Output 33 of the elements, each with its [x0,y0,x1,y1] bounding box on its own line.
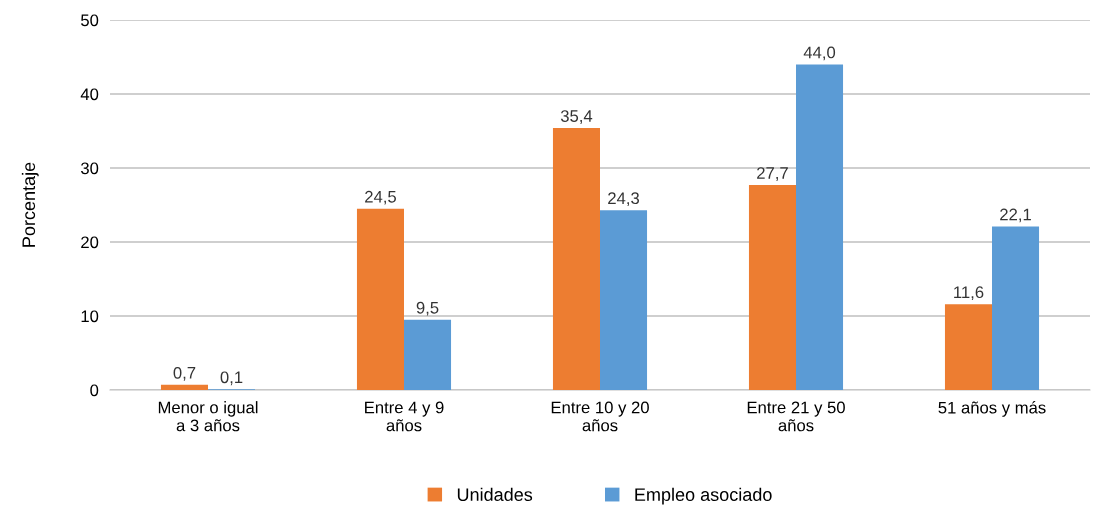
bar [160,384,208,390]
y-tick-label: 50 [81,14,99,27]
y-axis-title: Porcentaje [21,162,39,247]
legend-label: Empleo asociado [635,487,772,505]
bar [552,128,600,390]
x-tick-label: Menor o igual a 3 años [158,401,258,432]
legend-label: Unidades [457,487,533,502]
x-tick-label: Entre 4 y 9 años [365,401,444,432]
y-tick-label: 0 [90,384,99,397]
data-label: 0,1 [220,371,243,386]
y-tick-label: 30 [80,162,99,175]
data-label: 22,1 [1000,208,1031,223]
data-label: 9,5 [416,301,439,316]
data-label: 24,3 [608,192,640,207]
y-tick-label: 20 [81,236,99,249]
y-tick-label: 40 [80,88,99,101]
bar [992,226,1040,390]
bar [748,185,796,390]
data-label: 44,0 [803,46,836,61]
data-label: 0,7 [173,366,196,381]
bar [944,304,992,390]
bar [600,210,648,390]
bar [796,64,844,390]
bar [404,319,452,390]
x-tick-label: 51 años y más [938,401,1046,417]
data-label: 35,4 [560,110,593,124]
x-tick-label: Entre 21 y 50 años [747,401,845,432]
data-label: 24,5 [365,190,396,205]
bar [356,208,404,390]
data-label: 27,7 [757,167,788,181]
data-label: 11,6 [954,286,984,301]
x-tick-label: Entre 10 y 20 años [551,401,649,432]
y-tick-label: 10 [81,310,99,323]
